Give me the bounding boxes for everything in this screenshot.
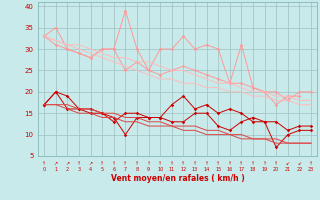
X-axis label: Vent moyen/en rafales ( km/h ): Vent moyen/en rafales ( km/h ) [111, 174, 244, 183]
